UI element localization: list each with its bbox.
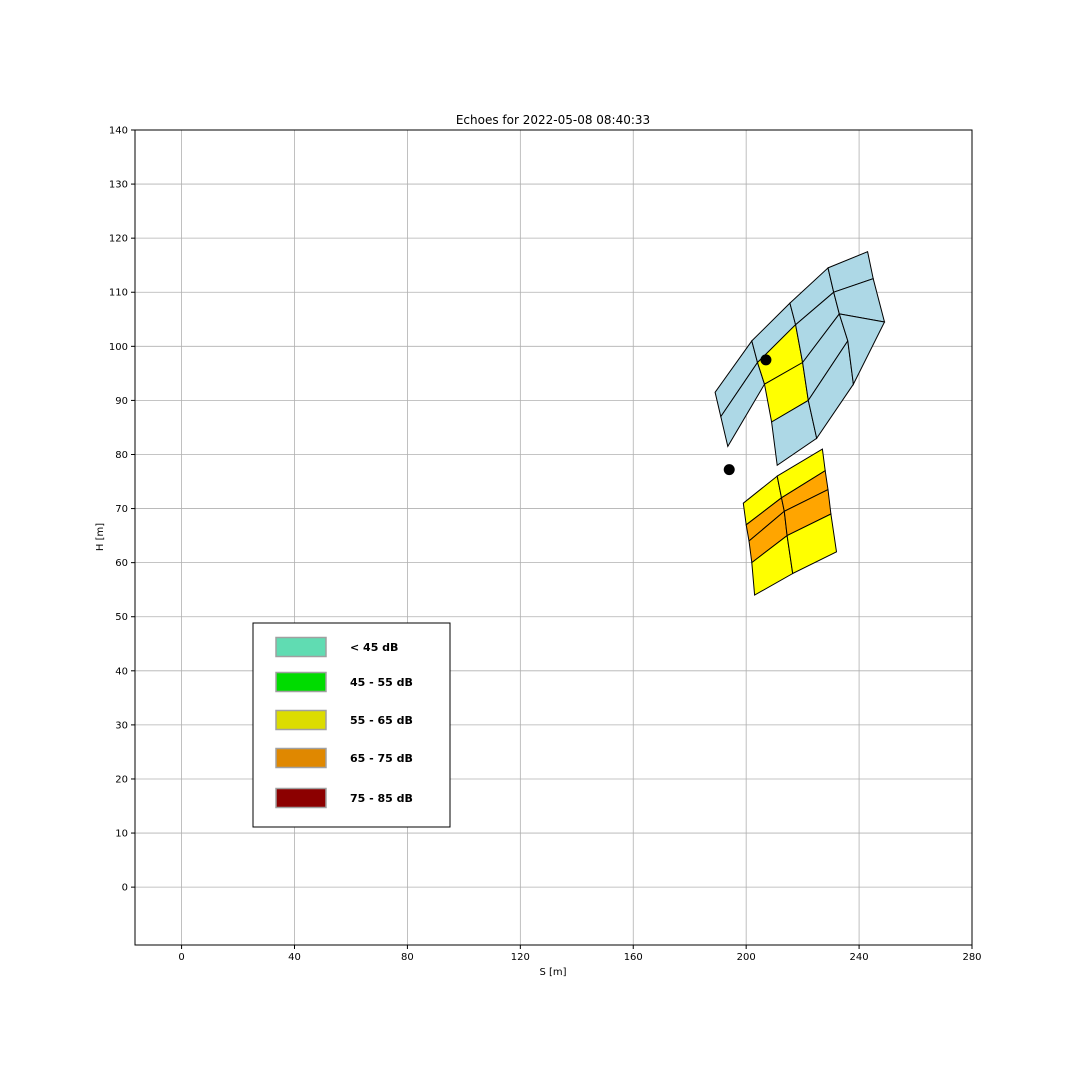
y-axis-label: H [m] [95,523,106,551]
legend-swatch [275,671,327,693]
y-tick-label: 10 [115,829,128,840]
y-tick-label: 50 [115,612,128,623]
y-tick-label: 100 [109,342,128,353]
legend-label: 75 - 85 dB [350,792,413,805]
echo-point [723,464,735,476]
legend-swatch [275,709,327,731]
x-tick-label: 120 [511,952,530,963]
y-tick-label: 30 [115,720,128,731]
echo-cells [714,251,886,596]
x-tick-label: 240 [850,952,869,963]
legend-label: 65 - 75 dB [350,752,413,765]
y-tick-label: 130 [109,180,128,191]
echo-cell [786,513,838,575]
plot-frame [134,129,973,946]
legend-swatch [275,636,327,658]
echo-points [723,354,772,476]
y-tick-label: 60 [115,558,128,569]
x-tick-label: 40 [288,952,301,963]
x-tick-label: 160 [624,952,643,963]
legend-swatch [275,787,327,809]
y-tick-label: 80 [115,450,128,461]
y-tick-label: 120 [109,234,128,245]
legend: < 45 dB 45 - 55 dB 55 - 65 dB 65 - 75 dB 75 … [252,622,451,828]
legend-label: < 45 dB [350,641,398,654]
axis-ticks: 0 40 80 120 160 200 240 280 0 10 20 30 40 50 60 70 80 90 1… [109,126,982,964]
x-tick-label: 80 [401,952,414,963]
legend-swatch [275,747,327,769]
chart-title: Echoes for 2022-05-08 08:40:33 [456,113,650,127]
x-tick-label: 0 [178,952,184,963]
y-tick-label: 40 [115,666,128,677]
x-tick-label: 200 [737,952,756,963]
echo-cell [838,313,886,386]
y-tick-label: 70 [115,504,128,515]
y-tick-label: 0 [122,883,128,894]
echo-point [760,354,772,366]
legend-label: 55 - 65 dB [350,714,413,727]
y-tick-label: 90 [115,396,128,407]
y-tick-label: 20 [115,774,128,785]
y-tick-label: 110 [109,288,128,299]
x-axis-label: S [m] [539,967,566,978]
y-tick-label: 140 [109,126,128,137]
x-tick-label: 280 [962,952,981,963]
legend-label: 45 - 55 dB [350,676,413,689]
